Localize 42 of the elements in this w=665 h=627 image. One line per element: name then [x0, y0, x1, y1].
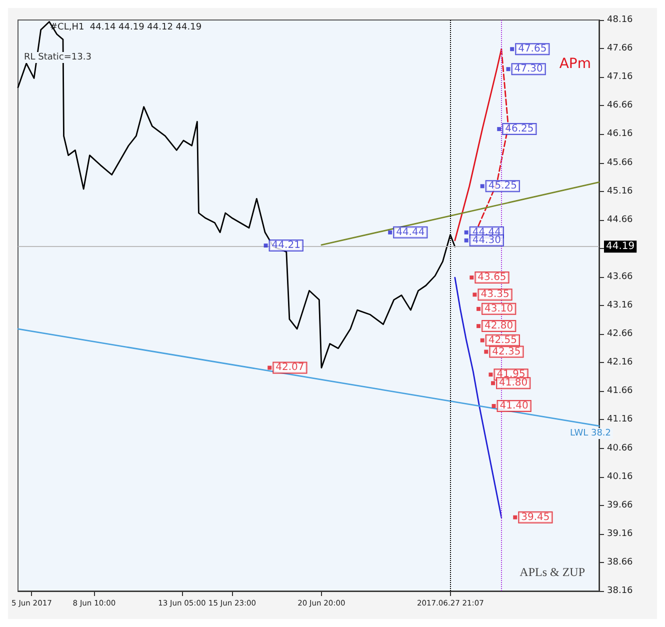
y-tick-label: 46.16	[607, 129, 634, 140]
annotation: LWL 38.2	[570, 428, 612, 438]
y-tick-label: 43.66	[607, 272, 634, 282]
y-tick-label: 42.16	[607, 358, 634, 368]
y-tick-label: 40.66	[607, 443, 634, 454]
y-tick-label: 39.66	[607, 500, 634, 510]
annotation: 42.35	[492, 346, 521, 358]
y-tick-label: 43.16	[607, 300, 634, 310]
annotation: APLs & ZUP	[520, 565, 586, 579]
annotation: 44.44	[396, 226, 425, 238]
annotation: 43.35	[480, 289, 510, 300]
y-tick-label: 47.16	[607, 72, 634, 82]
y-tick-label: 47.66	[607, 44, 634, 54]
y-tick-label: 45.66	[607, 158, 634, 168]
annotation: 42.80	[484, 320, 514, 332]
annotation: 41.40	[500, 400, 528, 412]
annotation: 42.55	[488, 334, 517, 346]
annotation: 43.10	[484, 303, 514, 314]
annotation: 43.65	[478, 272, 506, 284]
annotation: 46.25	[505, 124, 534, 135]
annotation: 47.65	[518, 44, 547, 55]
annotation: 41.80	[499, 378, 528, 389]
y-tick-label: 41.16	[607, 414, 634, 425]
annotation: APm	[559, 56, 592, 72]
y-tick-label: 41.66	[607, 386, 634, 396]
annotation: RL Static=13.3	[24, 52, 92, 62]
y-tick-label: 45.16	[607, 186, 634, 196]
y-tick-label: 48.16	[607, 15, 634, 25]
annotation: 42.07	[276, 362, 304, 374]
annotation: 44.21	[272, 240, 300, 252]
y-tick-label: 40.16	[607, 472, 634, 482]
y-tick-label: 38.16	[607, 586, 634, 596]
y-tick-label: 42.66	[607, 329, 634, 340]
annotation: 39.45	[521, 512, 550, 523]
y-tick-label: 38.66	[607, 557, 634, 568]
ref-line-label: 44.19	[606, 241, 635, 252]
y-tick-label: 46.66	[607, 100, 634, 111]
y-tick-label: 39.16	[607, 528, 634, 539]
annotation: 45.25	[488, 180, 517, 192]
y-tick-label: 44.66	[607, 214, 634, 225]
annotation: 44.30	[472, 234, 501, 246]
annotation: 47.30	[514, 64, 543, 75]
